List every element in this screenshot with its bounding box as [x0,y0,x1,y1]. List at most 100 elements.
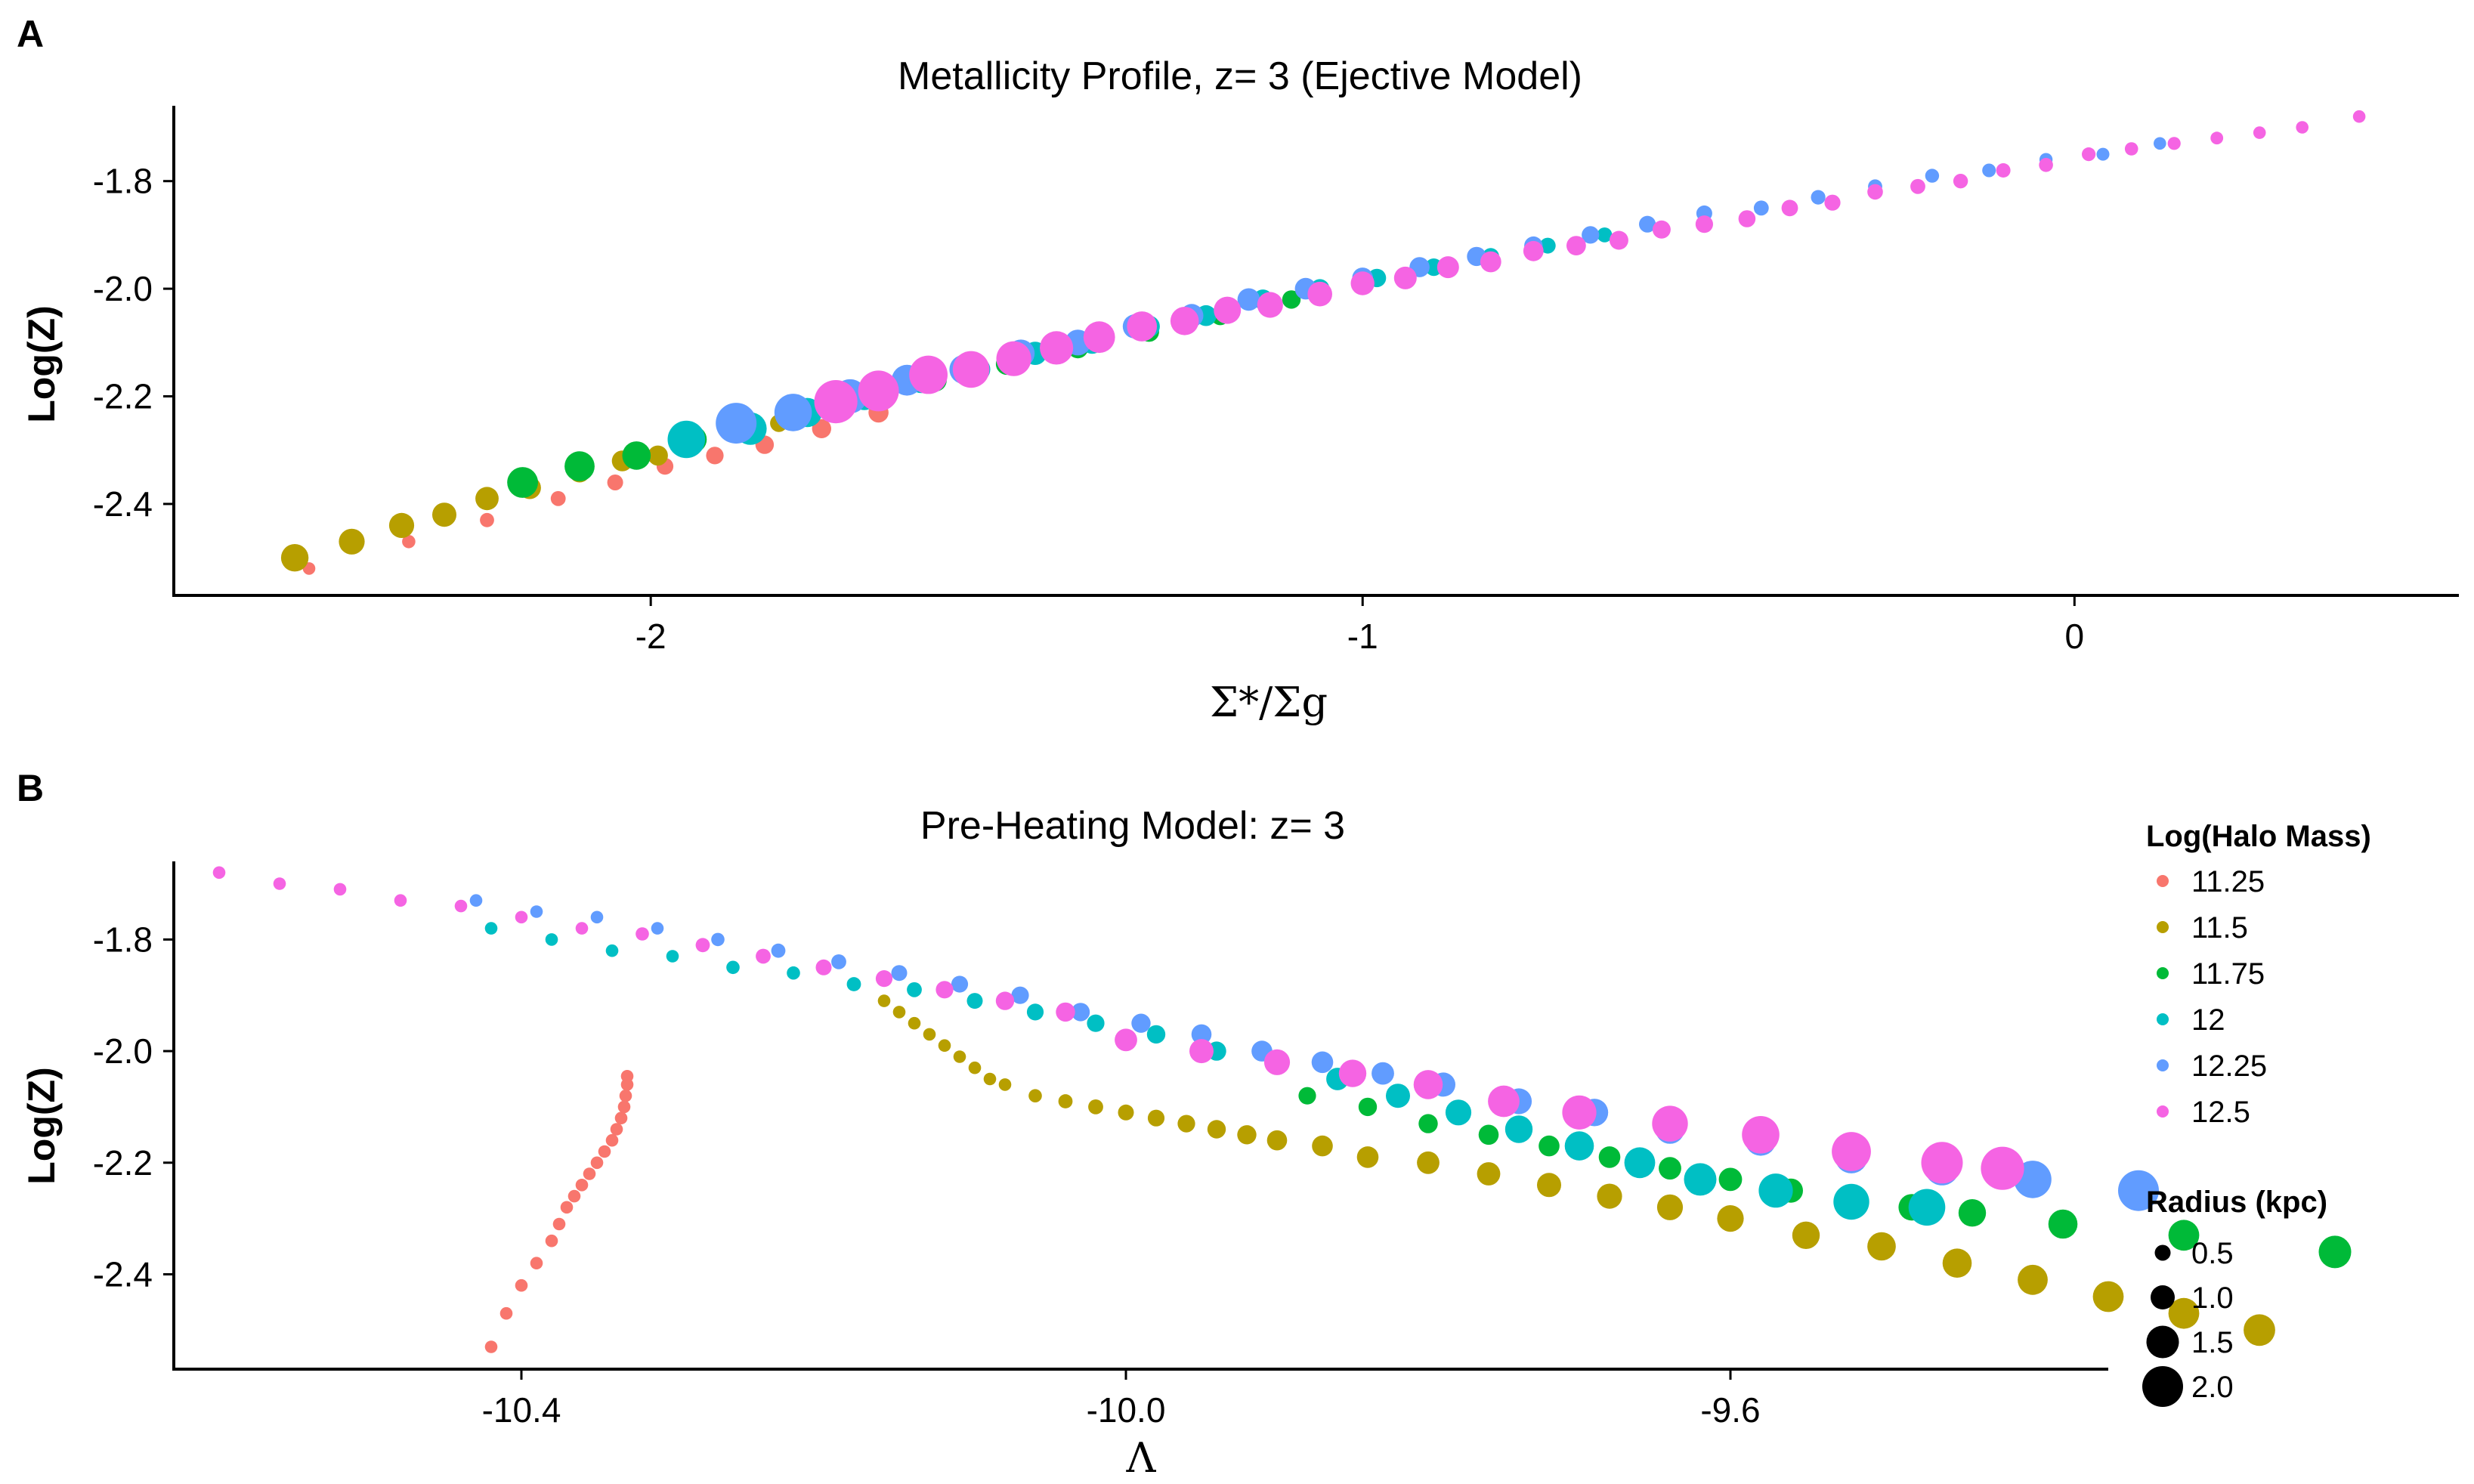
point-series-12-5 [875,970,893,988]
point-series-11-25 [499,1306,513,1320]
point-series-11-75 [1718,1167,1743,1192]
point-series-11-5 [1537,1173,1561,1198]
legend-color-swatch [2157,921,2169,933]
point-series-12-5 [394,894,407,907]
point-series-12 [1833,1183,1869,1220]
point-series-11-75 [1418,1114,1438,1133]
panel-b-ytick-label: -2.2 [93,1143,153,1183]
point-series-11-5 [1118,1104,1134,1121]
point-series-12-5 [1910,178,1925,194]
panel-a-title: Metallicity Profile, z= 3 (Ejective Mode… [898,54,1582,98]
point-series-12 [966,993,983,1009]
point-series-11-5 [1867,1232,1896,1261]
point-series-12-5 [1832,1132,1871,1171]
point-series-11-25 [607,475,623,490]
point-series-11-5 [388,512,415,539]
point-series-12-25 [716,403,757,444]
point-series-11-75 [507,467,538,498]
point-series-11-5 [1088,1099,1103,1115]
point-series-11-5 [1477,1162,1501,1186]
point-series-12-25 [2154,137,2166,150]
point-series-11-25 [552,1217,566,1231]
point-series-12-5 [909,355,948,394]
point-series-12-5 [2296,121,2309,134]
point-series-12-5 [636,927,649,941]
point-series-12 [1908,1189,1946,1226]
panel-b-ytick-label: -1.8 [93,920,153,959]
legend-size-label: 1.5 [2191,1326,2234,1359]
point-series-11-5 [1237,1125,1257,1145]
point-series-11-25 [530,1257,543,1269]
legend-color-label: 12.25 [2191,1050,2267,1083]
point-series-12-25 [1071,1003,1090,1022]
point-series-12-5 [1652,1105,1688,1142]
legend-color-swatch [2157,1013,2169,1025]
point-series-12-5 [1953,174,1968,189]
point-series-11-5 [1792,1221,1820,1250]
panel-b-title: Pre-Heating Model: z= 3 [920,804,1345,848]
point-series-12-5 [212,866,226,880]
panel-a-xtick-label: -2 [636,617,666,656]
point-series-11-5 [1942,1248,1972,1278]
point-series-12-5 [1488,1085,1520,1118]
point-series-12-25 [2096,147,2110,161]
panel-b-xlabel: Λ [1126,1434,1157,1482]
panel-a-ytick-label: -2.0 [93,269,153,308]
point-series-11-75 [1958,1199,1987,1227]
point-series-12-5 [1867,184,1883,200]
legend-color-label: 11.5 [2191,911,2248,945]
panel-a-xtick-label: -1 [1347,617,1378,656]
point-series-11-75 [1659,1157,1681,1180]
point-series-11-5 [1597,1183,1622,1209]
point-series-12-5 [1083,321,1115,354]
point-series-11-5 [892,1006,906,1019]
point-series-12-5 [1040,331,1074,365]
point-series-12-25 [1011,986,1029,1004]
point-series-12-5 [695,938,710,953]
point-series-11-5 [968,1061,982,1074]
point-series-11-25 [706,447,724,465]
point-series-11-25 [567,1189,581,1203]
panel-b: B Pre-Heating Model: z= 3 Log(Z) Λ -10.4… [17,767,2352,1482]
point-series-12-5 [2039,158,2053,172]
legend-size-label: 1.0 [2191,1281,2234,1315]
point-series-11-75 [564,451,595,481]
point-series-12-5 [1652,220,1671,239]
point-series-12 [726,960,740,975]
point-series-12-25 [1372,1062,1394,1085]
point-series-12 [1386,1084,1410,1108]
panel-b-ytick-label: -2.0 [93,1031,153,1071]
point-series-11-75 [1358,1097,1378,1117]
panel-a-ytick-label: -2.4 [93,484,153,524]
point-series-12-5 [1566,236,1586,255]
point-series-12-25 [1639,215,1656,233]
point-series-12-25 [590,910,604,924]
point-series-12-5 [858,370,899,412]
legend-size-swatch [2146,1325,2179,1359]
point-series-11-25 [545,1234,558,1247]
panel-b-axes [172,861,2108,1371]
point-series-12-5 [1781,199,1798,217]
panel-b-ylabel: Log(Z) [20,1067,63,1184]
legend-color-label: 11.25 [2191,865,2265,898]
point-series-12 [666,950,679,963]
point-series-12-25 [1191,1024,1212,1045]
point-series-12 [1624,1147,1656,1179]
point-series-11-25 [402,535,416,549]
panel-b-xtick-label: -9.6 [1700,1390,1760,1430]
panel-letter-b: B [17,767,44,809]
point-series-11-75 [622,441,651,470]
point-series-11-5 [877,994,891,1007]
point-series-12-5 [1480,251,1501,273]
point-series-11-5 [2092,1281,2124,1312]
point-series-12-25 [651,922,664,935]
point-series-11-5 [1266,1130,1288,1151]
panel-a-xtick-label: 0 [2064,617,2084,656]
panel-b-ytick-label: -2.4 [93,1254,153,1294]
point-series-12-5 [1257,292,1283,318]
legend-size-label: 0.5 [2191,1237,2234,1270]
point-series-12-25 [1925,168,1940,183]
point-series-12-5 [454,899,468,913]
point-series-11-25 [614,1111,628,1124]
